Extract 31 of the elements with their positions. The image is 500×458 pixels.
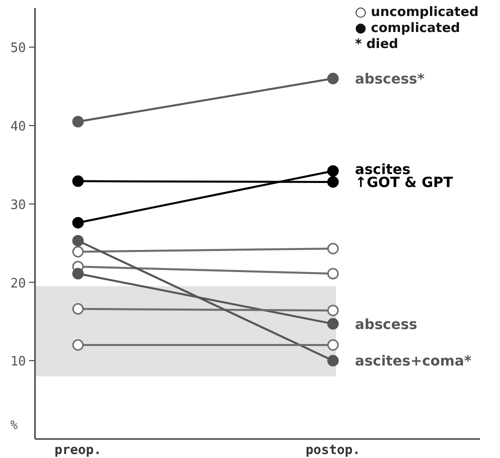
annotation: ● complicated — [355, 21, 460, 36]
annotation: ○ uncomplicated — [355, 5, 479, 20]
point — [327, 176, 339, 188]
x-tick-label: preop. — [54, 443, 102, 458]
y-tick-label: 30 — [10, 198, 26, 213]
series-label: abscess* — [355, 72, 426, 88]
point — [327, 165, 339, 177]
y-tick-label: 40 — [10, 120, 26, 135]
point — [72, 175, 84, 187]
point — [327, 242, 339, 254]
point — [72, 234, 84, 246]
point — [72, 268, 84, 280]
point — [327, 318, 339, 330]
point — [327, 339, 339, 351]
point — [327, 268, 339, 280]
point — [72, 216, 84, 228]
point — [72, 339, 84, 351]
point — [327, 354, 339, 366]
x-tick-label: postop. — [306, 443, 360, 458]
y-tick-label: 10 — [10, 354, 26, 370]
y-tick-label: 20 — [10, 276, 26, 292]
series-label: ascites+coma* — [355, 354, 472, 370]
y-tick-label: 50 — [10, 41, 26, 56]
point — [327, 304, 339, 316]
point — [327, 72, 339, 84]
series-label: abscess — [355, 316, 418, 333]
annotation: * died — [355, 37, 398, 52]
y-axis-title: % — [10, 418, 18, 432]
point — [72, 246, 84, 258]
point — [72, 303, 84, 315]
point — [72, 116, 84, 128]
